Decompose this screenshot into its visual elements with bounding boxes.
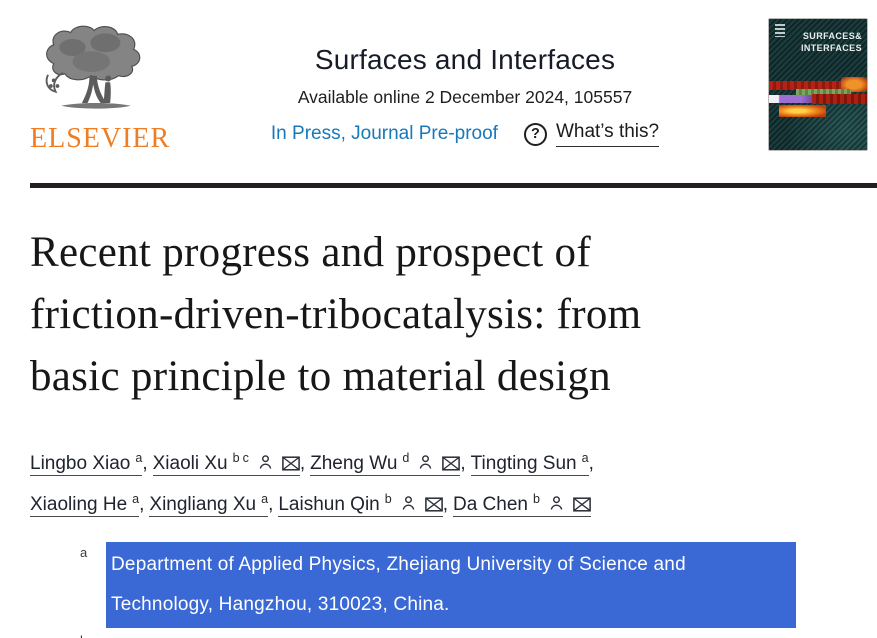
author-email-icon — [424, 497, 443, 512]
whats-this-link[interactable]: What’s this? — [555, 121, 660, 147]
author-email-icon — [281, 456, 300, 471]
affiliation-list: a Department of Applied Physics, Zhejiang… — [30, 541, 847, 638]
cover-band-green — [796, 89, 852, 96]
author-profile-icon — [420, 455, 432, 469]
elsevier-tree-icon — [45, 25, 141, 109]
author-link[interactable]: Xingliang Xu a — [149, 491, 269, 517]
author-name: Laishun Qin — [278, 493, 380, 515]
affiliation-superscript: b — [232, 450, 240, 465]
author-name: Xiaoling He — [30, 493, 128, 515]
affiliation-superscript: b — [384, 491, 392, 506]
author-separator: , — [588, 453, 594, 474]
in-press-link[interactable]: In Press, Journal Pre-proof — [270, 123, 498, 144]
cover-publisher-mark-icon — [775, 24, 785, 37]
status-row: In Press, Journal Pre-proof ? What’s thi… — [162, 121, 768, 147]
header-divider — [30, 183, 877, 188]
author-separator: , — [139, 493, 145, 515]
author-link[interactable]: Tingting Sun a — [470, 450, 589, 476]
author-link[interactable]: Da Chen b — [452, 491, 591, 517]
author-separator: , — [268, 493, 274, 515]
cover-band-orange-blotch — [840, 76, 867, 93]
cover-band-fiery-orange — [778, 105, 826, 118]
author-profile-icon — [402, 496, 415, 510]
author-separator: , — [299, 453, 306, 474]
author-link[interactable]: Laishun Qin b — [278, 491, 443, 517]
author-profile-icon — [259, 455, 272, 469]
affiliation-label: a — [80, 544, 88, 560]
affiliation-superscript: a — [135, 450, 143, 465]
author-separator: , — [442, 493, 448, 515]
affiliation-superscript: d — [402, 450, 410, 465]
affiliation-superscript: b — [532, 491, 540, 506]
affiliation-label: b — [80, 630, 106, 638]
author-name: Xingliang Xu — [149, 493, 257, 515]
article-main: Recent progress and prospect of friction… — [0, 222, 877, 638]
question-mark-circle-icon[interactable]: ? — [523, 122, 547, 146]
author-name: Xiaoli Xu — [152, 453, 228, 474]
author-email-icon — [573, 497, 591, 512]
affiliation-superscript: c — [242, 450, 249, 465]
author-separator: , — [142, 453, 148, 474]
cover-band-purple — [769, 94, 813, 103]
journal-meta: Surfaces and Interfaces Available online… — [162, 18, 768, 147]
journal-cover-thumbnail[interactable]: SURFACES& INTERFACES — [768, 18, 868, 151]
author-link[interactable]: Lingbo Xiao a — [30, 450, 143, 476]
affiliation-superscript: a — [581, 450, 589, 465]
author-link[interactable]: Zheng Wu d — [310, 450, 461, 476]
author-name: Da Chen — [452, 493, 528, 515]
author-name: Lingbo Xiao — [30, 453, 131, 474]
author-separator: , — [460, 453, 466, 474]
affiliation-row: a Department of Applied Physics, Zhejiang… — [80, 541, 847, 629]
affiliation-superscript: a — [261, 491, 269, 506]
journal-title-link[interactable]: Surfaces and Interfaces — [314, 44, 616, 75]
author-name: Tingting Sun — [470, 453, 577, 474]
author-link[interactable]: Xiaoling He a — [30, 491, 140, 517]
author-profile-icon — [550, 496, 563, 510]
article-title: Recent progress and prospect of friction… — [30, 229, 642, 400]
cover-band-red-bottom — [812, 93, 867, 105]
author-list: Lingbo Xiao a, Xiaoli Xu b c, Zheng Wu d, Tingt… — [30, 444, 800, 526]
affiliation-text-selected: Department of Applied Physics, Zhejiang … — [106, 541, 796, 629]
author-email-icon — [442, 456, 461, 471]
author-link[interactable]: Xiaoli Xu b c — [152, 450, 300, 476]
journal-header: ELSEVIER Surfaces and Interfaces Availab… — [0, 0, 877, 183]
elsevier-wordmark: ELSEVIER — [30, 123, 171, 154]
cover-journal-title: SURFACES& INTERFACES — [800, 31, 862, 53]
help-group: ? What’s this? — [523, 121, 660, 147]
author-name: Zheng Wu — [310, 453, 398, 474]
affiliation-row: b — [80, 630, 847, 638]
cover-band-red-top — [769, 80, 867, 90]
availability-text: Available online 2 December 2024, 105557 — [297, 87, 633, 107]
elsevier-logo[interactable]: ELSEVIER — [30, 24, 171, 154]
affiliation-superscript: a — [132, 491, 140, 506]
